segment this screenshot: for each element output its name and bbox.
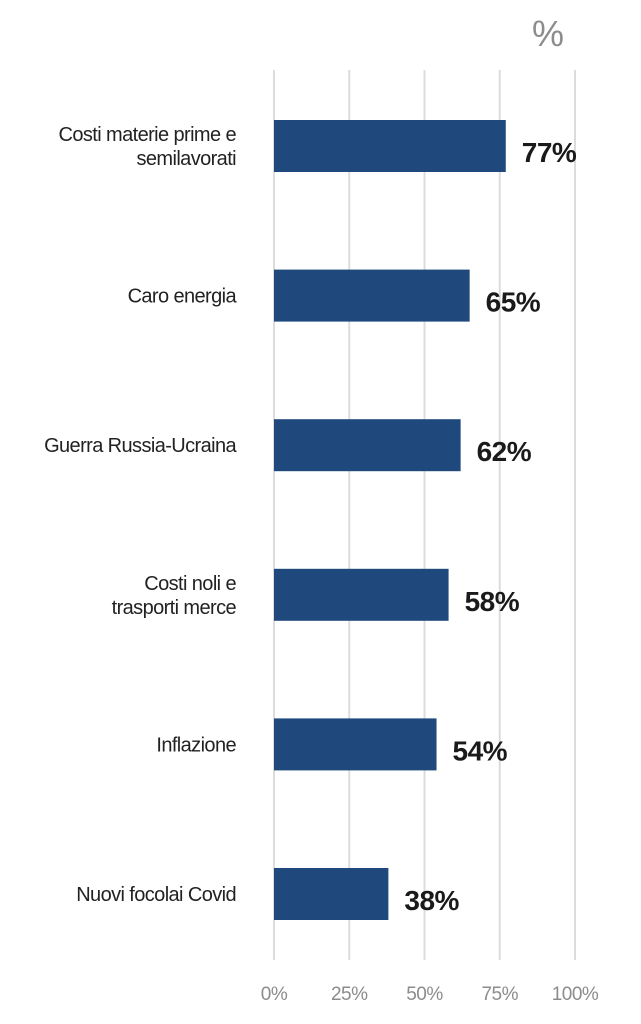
category-label: Guerra Russia-Ucraina bbox=[44, 435, 237, 457]
category-label: Caro energia bbox=[128, 286, 238, 308]
value-label: 65% bbox=[486, 287, 541, 318]
x-tick-label: 25% bbox=[331, 984, 368, 1005]
value-label: 77% bbox=[522, 137, 577, 168]
x-axis-ticks: 0% 25% 50% 75% 100% bbox=[261, 984, 600, 1005]
category-labels: Costi materie prime e semilavorati Caro en… bbox=[44, 124, 238, 906]
value-label: 62% bbox=[477, 436, 532, 467]
category-label: Costi noli e trasporti merce bbox=[112, 573, 237, 619]
x-tick-label: 50% bbox=[406, 984, 443, 1005]
bar bbox=[274, 120, 506, 172]
value-labels: 77% 65% 62% 58% 54% 38% bbox=[404, 137, 577, 916]
gridlines bbox=[273, 70, 576, 960]
x-tick-label: 75% bbox=[481, 984, 518, 1005]
bars bbox=[274, 120, 506, 920]
category-label: Costi materie prime e semilavorati bbox=[59, 124, 237, 170]
bar bbox=[274, 568, 449, 621]
value-label: 58% bbox=[465, 586, 520, 617]
category-label: Nuovi focolai Covid bbox=[76, 884, 236, 906]
x-tick-label: 0% bbox=[261, 984, 288, 1005]
bar bbox=[274, 269, 470, 322]
unit-label: % bbox=[532, 13, 564, 54]
value-label: 38% bbox=[404, 885, 459, 916]
category-label: Inflazione bbox=[156, 734, 236, 756]
bar bbox=[274, 868, 389, 920]
x-tick-label: 100% bbox=[552, 984, 599, 1005]
bar bbox=[274, 718, 437, 771]
bar bbox=[274, 419, 461, 472]
value-label: 54% bbox=[453, 735, 508, 766]
